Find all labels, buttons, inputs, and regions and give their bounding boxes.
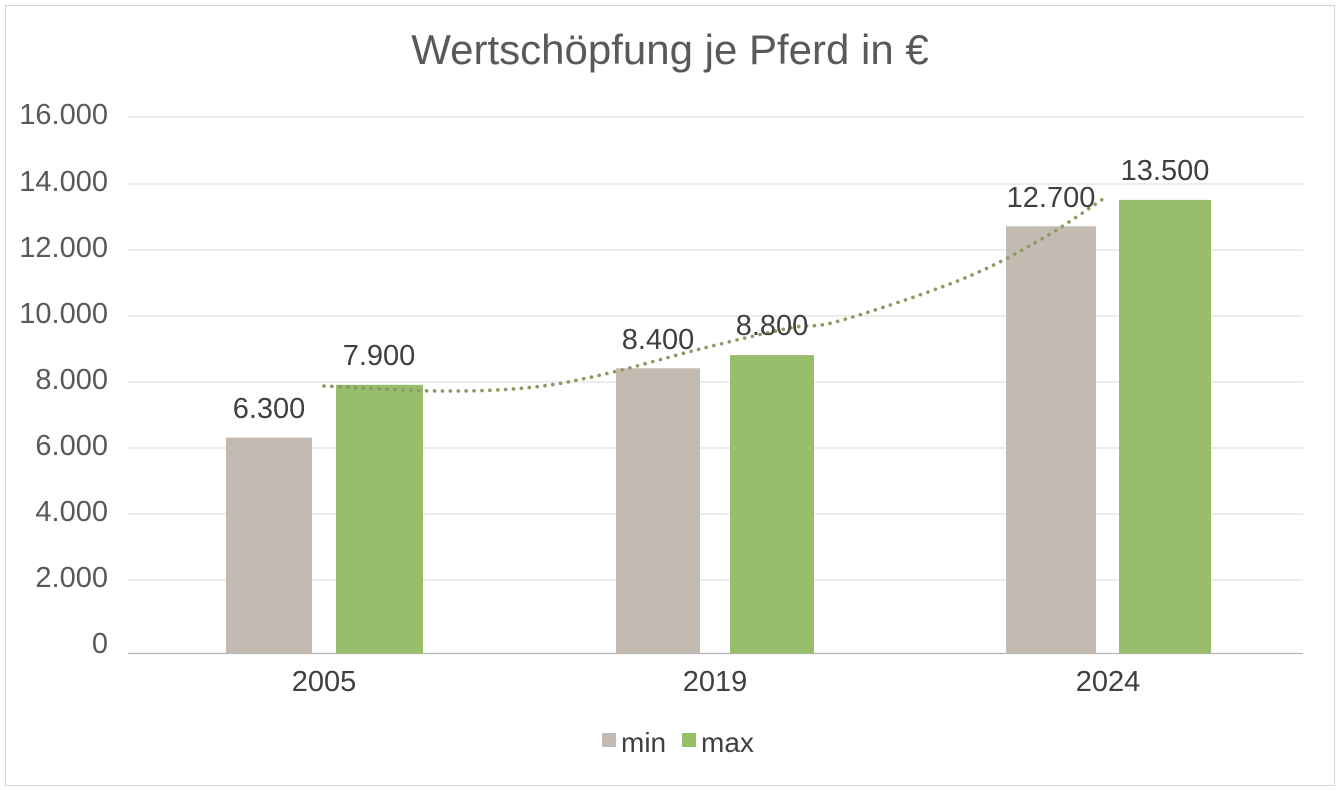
- svg-text:4.000: 4.000: [35, 496, 108, 528]
- svg-text:8.400: 8.400: [622, 324, 695, 356]
- svg-text:2024: 2024: [1076, 666, 1141, 698]
- svg-text:12.700: 12.700: [1007, 182, 1096, 214]
- svg-text:2.000: 2.000: [35, 562, 108, 594]
- svg-text:6.300: 6.300: [233, 393, 306, 425]
- svg-text:0: 0: [92, 628, 108, 660]
- svg-text:10.000: 10.000: [19, 298, 108, 330]
- svg-text:8.000: 8.000: [35, 364, 108, 396]
- svg-text:16.000: 16.000: [19, 99, 108, 131]
- svg-text:14.000: 14.000: [19, 166, 108, 198]
- svg-text:2005: 2005: [292, 666, 357, 698]
- svg-text:min: min: [621, 727, 666, 758]
- svg-text:13.500: 13.500: [1121, 155, 1210, 187]
- svg-text:12.000: 12.000: [19, 232, 108, 264]
- svg-text:2019: 2019: [683, 666, 748, 698]
- svg-text:8.800: 8.800: [736, 310, 809, 342]
- svg-text:6.000: 6.000: [35, 430, 108, 462]
- svg-text:max: max: [701, 727, 754, 758]
- svg-text:7.900: 7.900: [343, 340, 416, 372]
